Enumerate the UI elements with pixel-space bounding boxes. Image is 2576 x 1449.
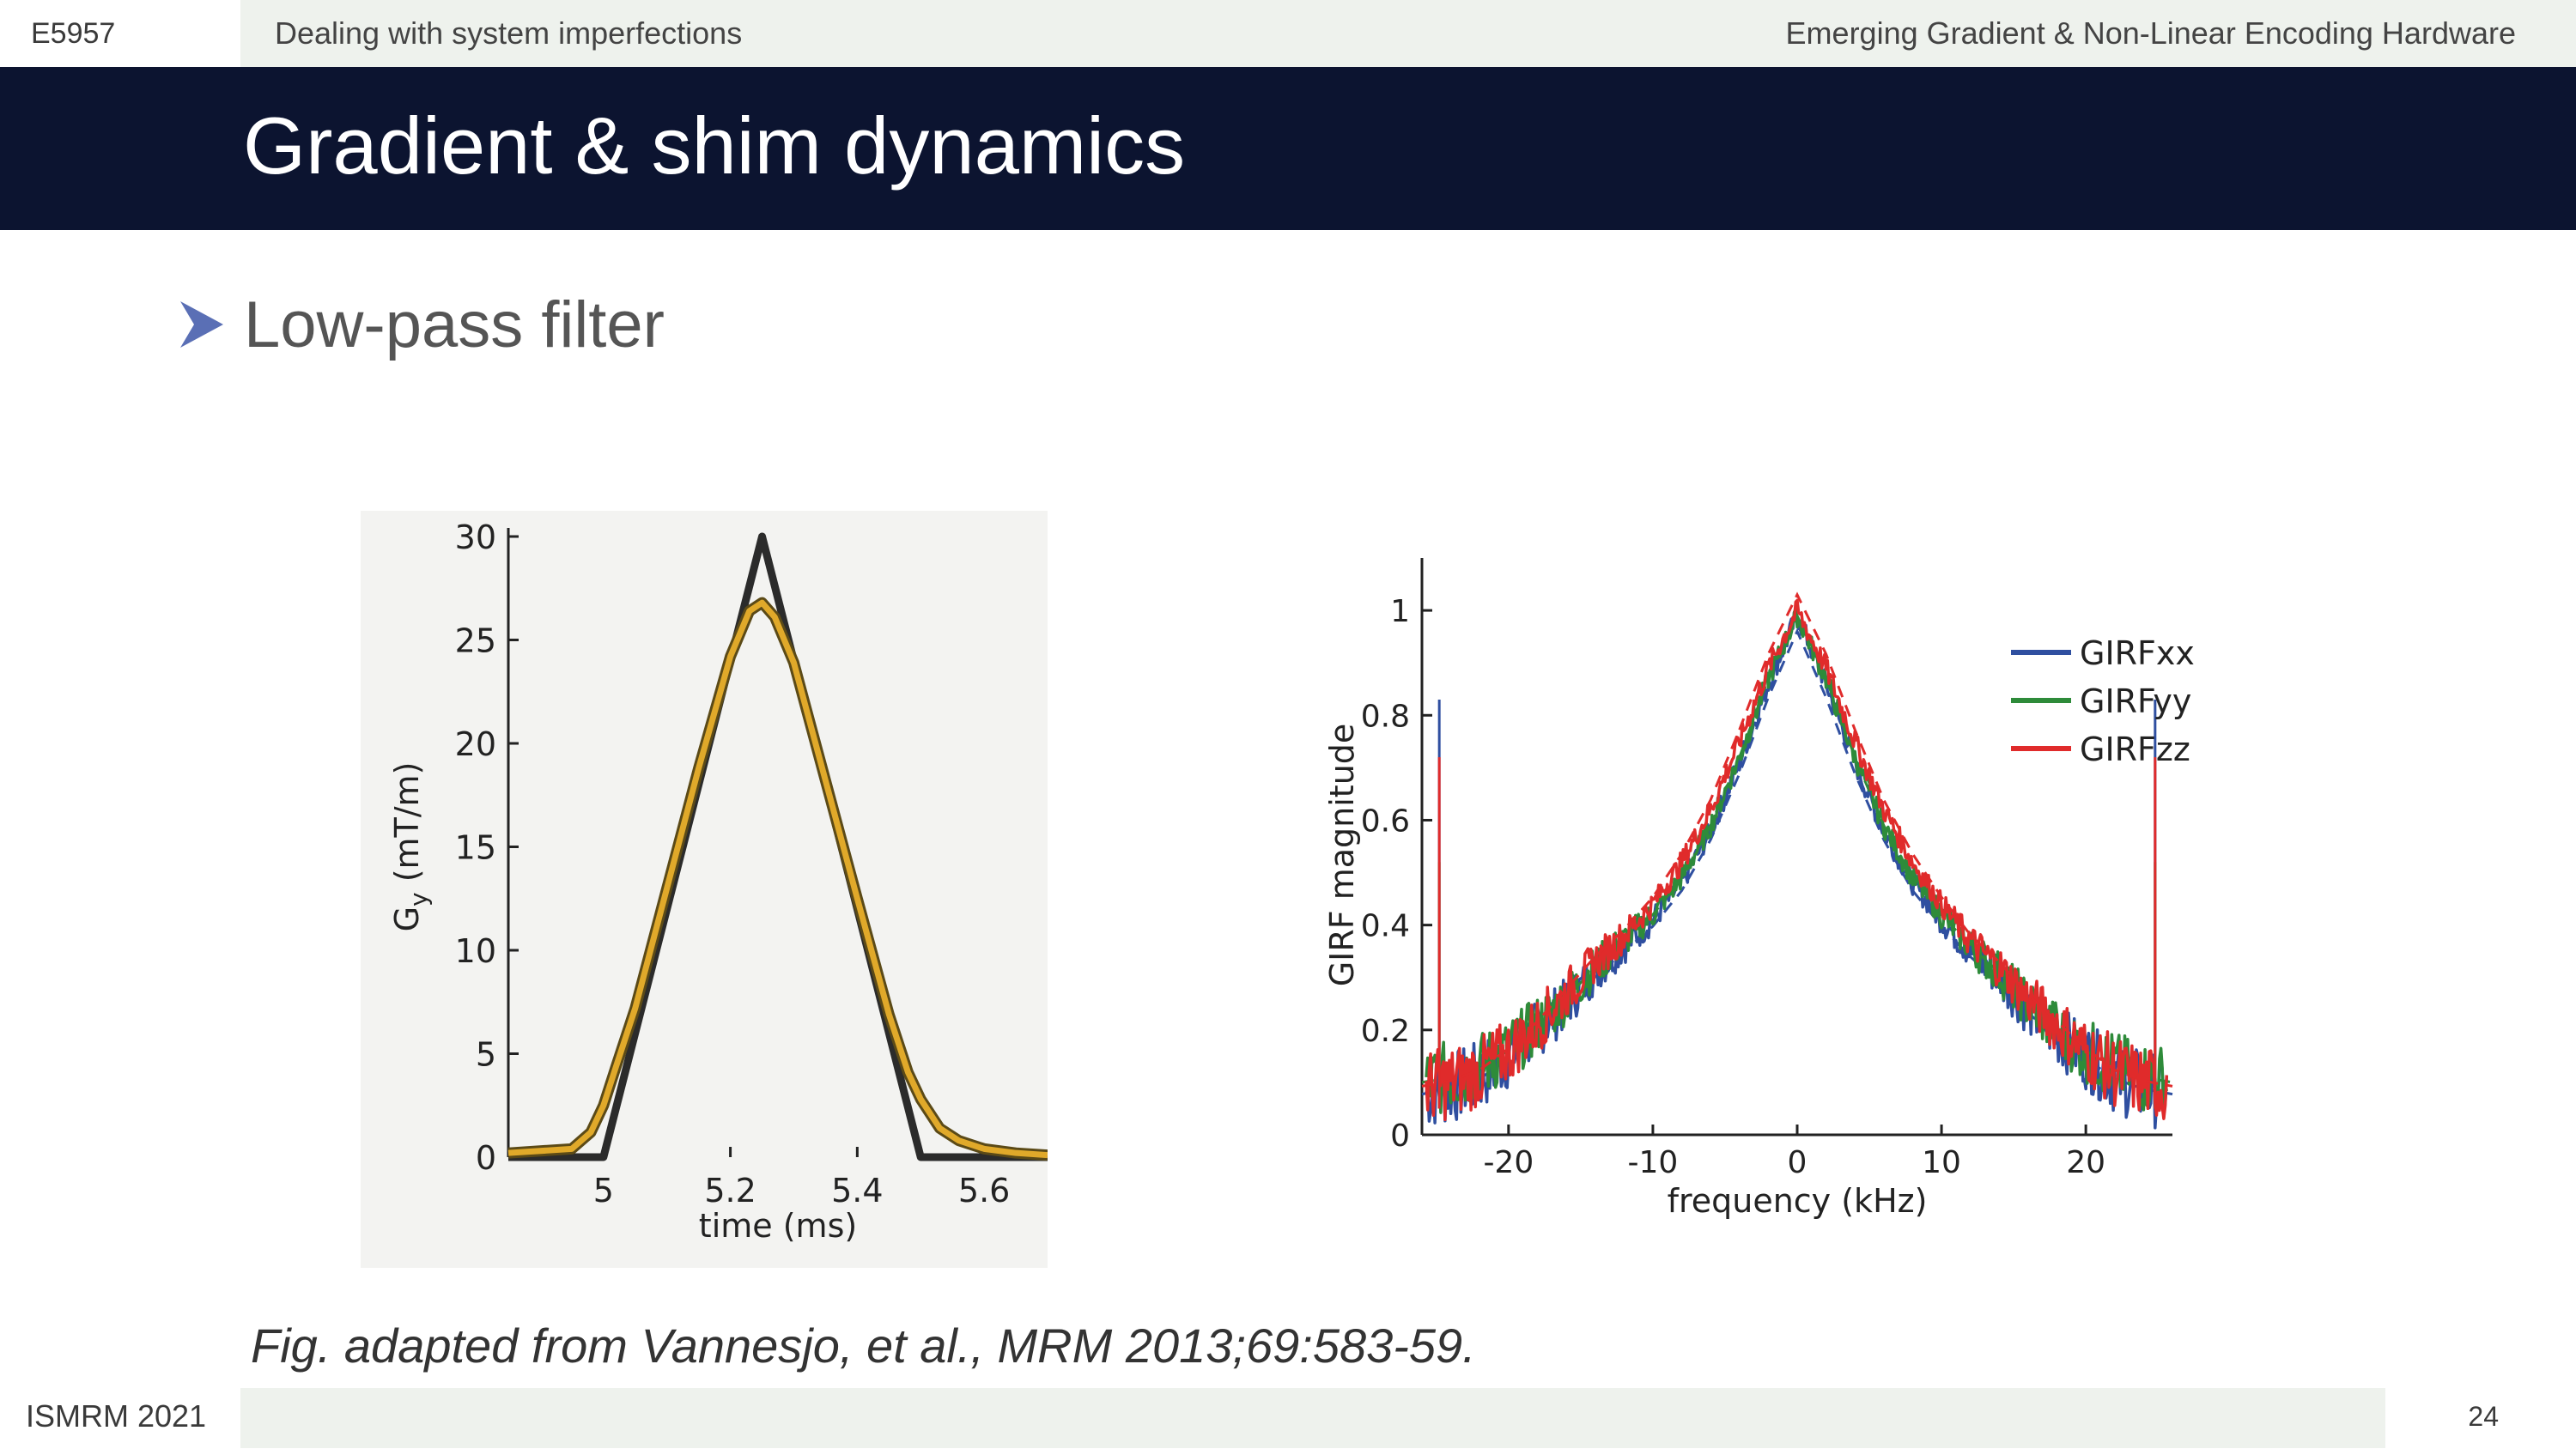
y-tick-label: 0.2: [1361, 1014, 1410, 1049]
y-tick-label: 15: [455, 829, 496, 867]
legend-label: GIRFyy: [2080, 682, 2191, 720]
course-code: E5957: [0, 0, 240, 67]
conference-label: ISMRM 2021: [26, 1398, 207, 1434]
x-tick-label: 5.6: [958, 1172, 1010, 1210]
y-tick-label: 30: [455, 518, 496, 556]
y-tick-label: 20: [455, 725, 496, 763]
y-tick-label: 0: [476, 1139, 496, 1177]
y-tick-label: 0.8: [1361, 699, 1410, 734]
girf-series-line-GIRFzz: [1425, 598, 2169, 1122]
y-tick-label: 25: [455, 622, 496, 660]
page-number: 24: [2468, 1401, 2499, 1432]
filtered-waveform-outline: [507, 597, 1048, 1161]
x-tick-label: 20: [2066, 1145, 2105, 1180]
legend-label: GIRFxx: [2080, 634, 2195, 672]
girf-series-fit-GIRFzz: [1421, 591, 2173, 1088]
x-tick-label: 5: [593, 1172, 614, 1210]
filtered-waveform-line: [507, 599, 1048, 1159]
figure-caption: Fig. adapted from Vannesjo, et al., MRM …: [251, 1319, 1476, 1373]
arrow-bullet-icon: [180, 301, 223, 348]
y-tick-label: 0: [1390, 1119, 1410, 1154]
footer-band: [240, 1388, 2385, 1448]
y-axis-label: Gy (mT/m): [388, 762, 433, 932]
header-band: Dealing with system imperfections Emergi…: [240, 0, 2576, 67]
x-tick-label: 5.2: [704, 1172, 756, 1210]
x-tick-label: 10: [1922, 1145, 1961, 1180]
y-tick-label: 0.4: [1361, 909, 1410, 944]
y-tick-label: 1: [1390, 594, 1410, 629]
legend-label: GIRFzz: [2080, 731, 2190, 768]
gradient-waveform-chart: 0 5 10 15 20 25 30 5 5.2 5.4 5.6 time (ms) Gy (mT/m): [388, 518, 1048, 1245]
bullet-item: Low-pass filter: [175, 282, 665, 367]
slide-title: Gradient & shim dynamics: [243, 100, 1186, 191]
title-band: Gradient & shim dynamics: [0, 67, 2576, 230]
y-axis-label: GIRF magnitude: [1323, 724, 1361, 987]
y-tick-label: 5: [476, 1036, 496, 1074]
x-axis-label: frequency (kHz): [1668, 1182, 1928, 1220]
y-tick-label: 0.6: [1361, 803, 1410, 839]
y-tick-label: 10: [455, 932, 496, 970]
x-tick-label: 5.4: [831, 1172, 883, 1210]
course-title: Emerging Gradient & Non-Linear Encoding …: [1785, 15, 2516, 51]
x-tick-label: -10: [1628, 1145, 1679, 1180]
x-axis-label: time (ms): [699, 1207, 857, 1245]
gradient-chart-panel: [361, 511, 1048, 1268]
x-tick-label: 0: [1788, 1145, 1807, 1180]
girf-series-line-GIRFxx: [1425, 610, 2169, 1130]
x-tick-label: -20: [1483, 1145, 1534, 1180]
section-title: Dealing with system imperfections: [275, 15, 743, 51]
girf-chart: 0 0.2 0.4 0.6 0.8 1 -20 -10 0 10 20 frequency (kHz)…: [1323, 558, 2195, 1220]
bullet-text: Low-pass filter: [244, 288, 665, 361]
nominal-waveform-line: [508, 532, 1048, 1161]
